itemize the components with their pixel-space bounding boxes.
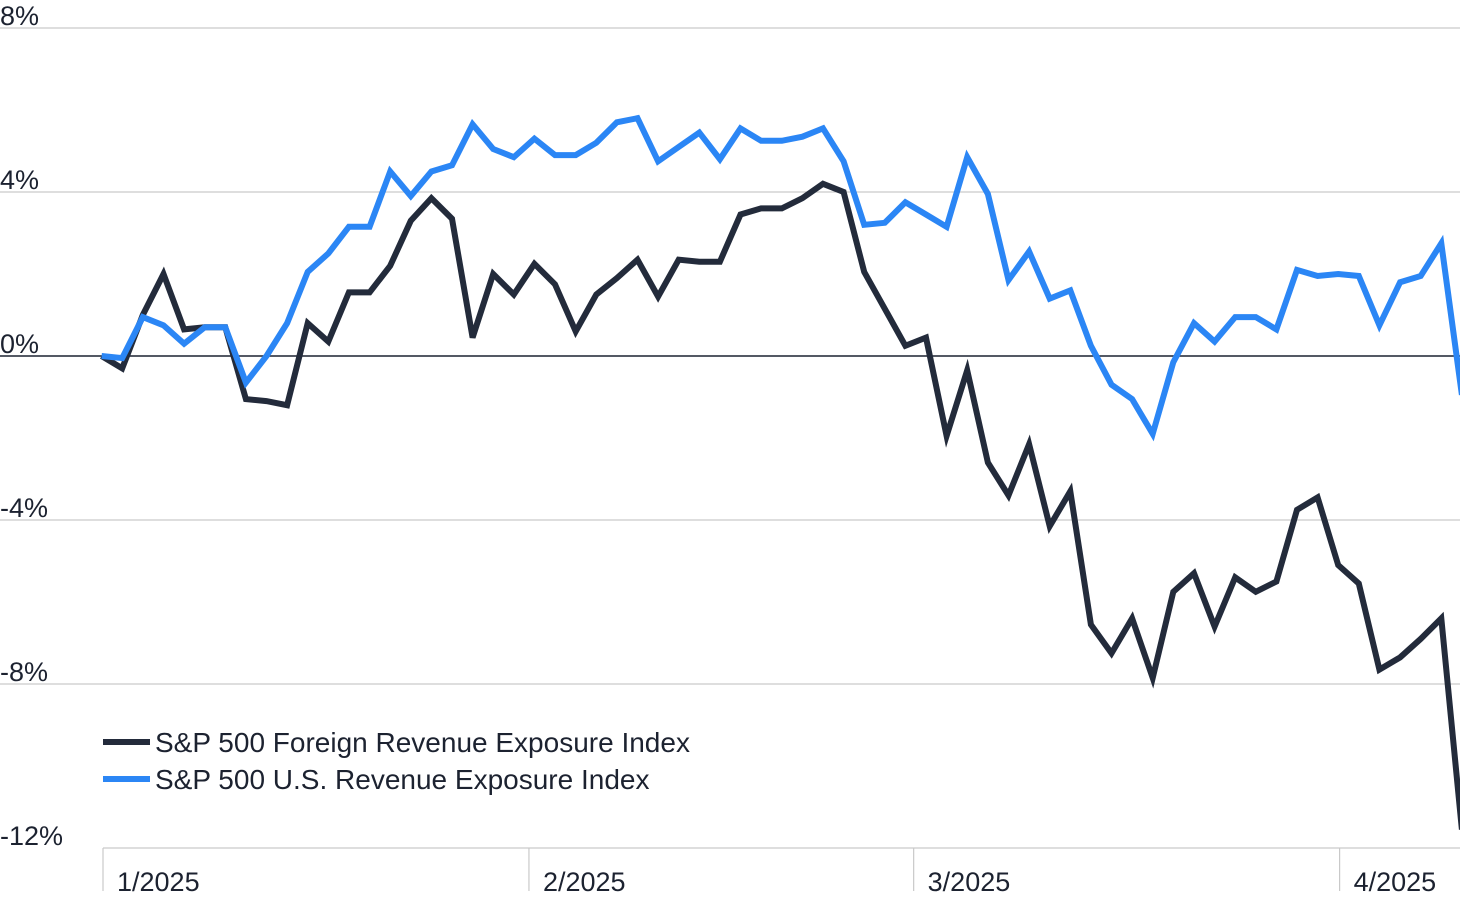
x-tick-label: 3/2025 bbox=[928, 867, 1011, 897]
gridlines bbox=[0, 27, 1460, 849]
legend-label-us: S&P 500 U.S. Revenue Exposure Index bbox=[155, 764, 649, 795]
x-tick-label: 1/2025 bbox=[117, 867, 200, 897]
y-tick-label: -8% bbox=[0, 657, 48, 687]
y-tick-label: -12% bbox=[0, 821, 63, 851]
x-tick-label: 4/2025 bbox=[1354, 867, 1437, 897]
y-tick-label: -4% bbox=[0, 493, 48, 523]
legend: S&P 500 Foreign Revenue Exposure Index S… bbox=[103, 727, 690, 795]
y-tick-label: 4% bbox=[0, 165, 39, 195]
y-tick-label: 0% bbox=[0, 329, 39, 359]
x-tick-label: 2/2025 bbox=[543, 867, 626, 897]
series-line-foreign bbox=[100, 180, 1460, 830]
legend-label-foreign: S&P 500 Foreign Revenue Exposure Index bbox=[155, 727, 690, 758]
x-axis-ticks bbox=[102, 848, 1341, 891]
series-line-us bbox=[101, 114, 1460, 442]
x-axis-labels: 1/2025 2/2025 3/2025 4/2025 bbox=[117, 867, 1436, 897]
y-axis-labels: 8% 4% 0% -4% -8% -12% bbox=[0, 1, 63, 851]
y-tick-label: 8% bbox=[0, 1, 39, 31]
series-lines bbox=[100, 114, 1460, 830]
